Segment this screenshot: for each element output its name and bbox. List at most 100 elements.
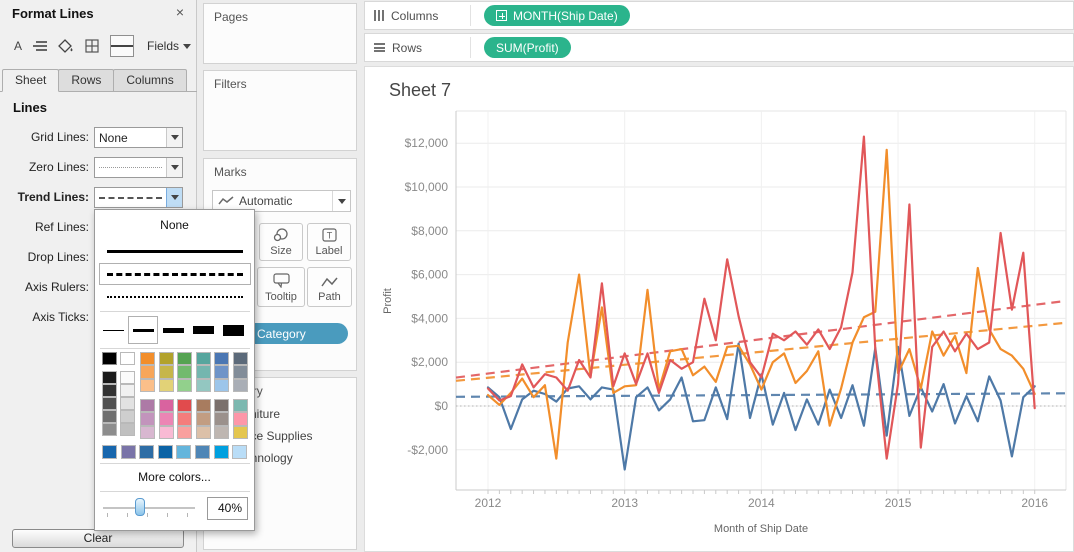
color-swatch-mid-4-1[interactable] [214, 412, 229, 425]
color-swatch-top-1-1[interactable] [159, 365, 174, 378]
color-swatch-mid-3-2[interactable] [196, 426, 211, 439]
trend-lines-combo[interactable] [94, 187, 183, 208]
alignment-icon[interactable] [33, 37, 47, 55]
lines-format-icon[interactable] [110, 35, 134, 57]
filters-shelf[interactable]: Filters [203, 70, 357, 151]
color-swatch-top-2-2[interactable] [177, 379, 192, 392]
opacity-value-field[interactable]: 40% [207, 497, 248, 520]
line-width-option-11[interactable] [218, 316, 248, 344]
color-swatch-mid-5-2[interactable] [233, 426, 248, 439]
color-swatch-mid-3-1[interactable] [196, 412, 211, 425]
color-swatch-mid-3-0[interactable] [196, 399, 211, 412]
color-swatch-black-selected[interactable] [102, 352, 117, 365]
columns-shelf[interactable]: Columns MONTH(Ship Date) [364, 1, 1074, 30]
chevron-down-icon[interactable] [332, 191, 350, 211]
font-icon[interactable]: A [14, 37, 22, 55]
color-swatch-top-3-1[interactable] [196, 365, 211, 378]
color-swatch-top-4-1[interactable] [214, 365, 229, 378]
color-swatch-light-1[interactable] [120, 384, 135, 397]
tooltip-button[interactable]: Tooltip [257, 267, 305, 307]
more-colors-button[interactable]: More colors... [95, 467, 254, 487]
color-swatch-top-0-0[interactable] [140, 352, 155, 365]
color-swatch-gray-4[interactable] [102, 423, 117, 436]
color-swatch-gray-1[interactable] [102, 384, 117, 397]
tab-columns[interactable]: Columns [113, 69, 186, 92]
color-swatch-top-4-0[interactable] [214, 352, 229, 365]
color-swatch-top-2-0[interactable] [177, 352, 192, 365]
zero-lines-combo[interactable] [94, 157, 183, 178]
shelf-divider [470, 5, 471, 26]
line-width-option-1[interactable] [98, 316, 128, 344]
color-swatch-top-5-1[interactable] [233, 365, 248, 378]
label-button[interactable]: T Label [307, 223, 351, 261]
fields-dropdown[interactable]: Fields [147, 39, 191, 53]
line-width-option-3[interactable] [128, 316, 158, 344]
color-swatch-mid-1-0[interactable] [159, 399, 174, 412]
borders-icon[interactable] [85, 37, 99, 55]
tab-rows[interactable]: Rows [58, 69, 114, 92]
line-style-none-option[interactable]: None [95, 214, 254, 236]
close-icon[interactable]: × [172, 4, 188, 20]
chevron-down-icon[interactable] [166, 188, 182, 207]
opacity-slider-handle[interactable] [135, 498, 145, 516]
color-swatch-top-0-1[interactable] [140, 365, 155, 378]
grid-lines-combo[interactable]: None [94, 127, 183, 148]
color-swatch-gray-2[interactable] [102, 397, 117, 410]
line-style-dotted-option[interactable] [99, 286, 251, 308]
color-swatch-blue-0[interactable] [102, 445, 117, 459]
color-swatch-top-5-2[interactable] [233, 379, 248, 392]
color-swatch-blue-5[interactable] [195, 445, 210, 459]
color-swatch-mid-2-0[interactable] [177, 399, 192, 412]
line-width-option-5[interactable] [158, 316, 188, 344]
color-swatch-mid-5-1[interactable] [233, 412, 248, 425]
color-swatch-mid-1-2[interactable] [159, 426, 174, 439]
color-swatch-gray-3[interactable] [102, 410, 117, 423]
rows-shelf[interactable]: Rows SUM(Profit) [364, 33, 1074, 62]
shading-bucket-icon[interactable] [58, 37, 74, 55]
color-swatch-light-4[interactable] [120, 423, 135, 436]
color-swatch-top-3-2[interactable] [196, 379, 211, 392]
clear-button[interactable]: Clear [12, 529, 184, 548]
color-swatch-white[interactable] [120, 352, 135, 365]
tab-sheet[interactable]: Sheet [2, 69, 59, 92]
color-swatch-mid-2-1[interactable] [177, 412, 192, 425]
color-swatch-mid-2-2[interactable] [177, 426, 192, 439]
pill-sum-profit[interactable]: SUM(Profit) [484, 37, 571, 58]
color-swatch-blue-1[interactable] [121, 445, 136, 459]
pill-month-ship-date[interactable]: MONTH(Ship Date) [484, 5, 630, 26]
size-button[interactable]: Size [259, 223, 303, 261]
color-swatch-gray-0[interactable] [102, 371, 117, 384]
color-swatch-top-1-0[interactable] [159, 352, 174, 365]
color-swatch-top-2-1[interactable] [177, 365, 192, 378]
line-style-dashed-option[interactable] [99, 263, 251, 285]
line-style-solid-option[interactable] [99, 240, 251, 262]
color-swatch-mid-5-0[interactable] [233, 399, 248, 412]
color-swatch-light-2[interactable] [120, 397, 135, 410]
chevron-down-icon[interactable] [166, 158, 182, 177]
color-swatch-top-5-0[interactable] [233, 352, 248, 365]
chevron-down-icon[interactable] [166, 128, 182, 147]
color-swatch-mid-1-1[interactable] [159, 412, 174, 425]
color-swatch-mid-0-1[interactable] [140, 412, 155, 425]
color-swatch-mid-0-0[interactable] [140, 399, 155, 412]
color-swatch-mid-0-2[interactable] [140, 426, 155, 439]
color-swatch-top-1-2[interactable] [159, 379, 174, 392]
color-swatch-blue-7[interactable] [232, 445, 247, 459]
color-swatch-mid-4-2[interactable] [214, 426, 229, 439]
color-swatch-blue-4[interactable] [176, 445, 191, 459]
color-swatch-top-4-2[interactable] [214, 379, 229, 392]
path-button[interactable]: Path [307, 267, 352, 307]
color-swatch-top-3-0[interactable] [196, 352, 211, 365]
color-swatch-blue-6[interactable] [214, 445, 229, 459]
opacity-slider-track[interactable] [103, 507, 195, 509]
color-swatch-blue-2[interactable] [139, 445, 154, 459]
color-swatch-mid-4-0[interactable] [214, 399, 229, 412]
color-swatch-top-0-2[interactable] [140, 379, 155, 392]
line-width-option-8[interactable] [188, 316, 218, 344]
color-swatch-light-0[interactable] [120, 371, 135, 384]
color-swatch-blue-3[interactable] [158, 445, 173, 459]
pages-shelf[interactable]: Pages [203, 3, 357, 64]
color-swatch-light-3[interactable] [120, 410, 135, 423]
profit-line-chart[interactable]: $12,000$10,000$8,000$6,000$4,000$2,000$0… [371, 101, 1074, 552]
expand-plus-icon[interactable] [496, 10, 507, 21]
